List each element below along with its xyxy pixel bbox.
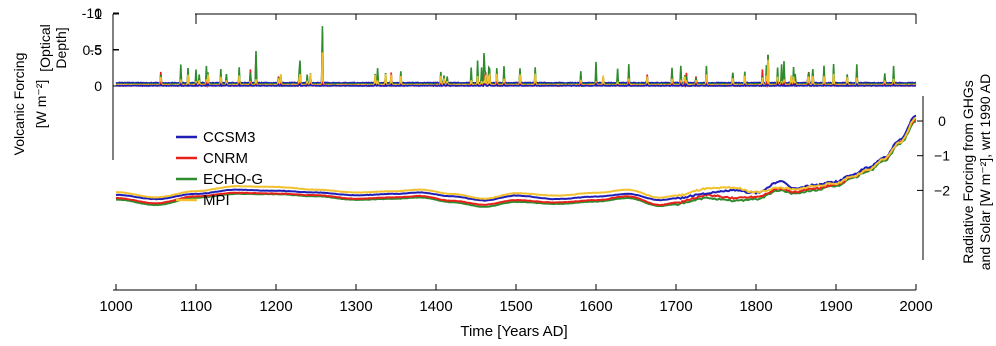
- x-tick-label: 2000: [899, 298, 932, 315]
- right-tick-label: 0: [938, 113, 946, 129]
- x-tick-label: 1300: [339, 298, 372, 315]
- forcing-line-mpi: [116, 116, 917, 200]
- x-tick-label: 1400: [419, 298, 452, 315]
- top-ylabel-line2: Depth]: [53, 27, 69, 68]
- left-tick-label: 0: [94, 78, 102, 94]
- x-tick-label: 1900: [819, 298, 852, 315]
- x-axis-label: Time [Years AD]: [460, 323, 567, 340]
- right-axis-ticks: 0 −1 −2: [917, 113, 950, 198]
- x-tick-label: 1200: [259, 298, 292, 315]
- forcing-line-ccsm3: [115, 114, 917, 202]
- ghg-solar-series: [115, 114, 917, 208]
- legend-label-cnrm: CNRM: [203, 150, 248, 167]
- top-axis-ticks: [195, 14, 917, 24]
- left-tick-label: -10: [82, 5, 102, 21]
- legend: CCSM3 CNRM ECHO-G MPI: [176, 129, 263, 209]
- x-tick-label: 1000: [99, 298, 132, 315]
- left-tick-label: 1: [94, 6, 102, 22]
- right-ylabel-line1: Radiative Forcing from GHGs: [960, 80, 976, 264]
- volcanic-forcing-line-ccsm3: [115, 82, 917, 88]
- volcanic-forcing-line-echo-g: [115, 26, 917, 87]
- legend-label-echo-g: ECHO-G: [203, 171, 263, 188]
- x-tick-label: 1800: [739, 298, 772, 315]
- legend-label-ccsm3: CCSM3: [203, 129, 256, 146]
- right-ylabel-line2: and Solar [W m⁻²], wrt 1990 AD: [977, 74, 993, 270]
- volcanic-forcing-series: [115, 26, 917, 89]
- left-axis-ticks: 1 0.5 0 -5 -10: [82, 5, 119, 94]
- left-tick-label: -5: [90, 42, 103, 58]
- top-ylabel-line1: [Optical: [37, 24, 53, 71]
- x-tick-label: 1600: [579, 298, 612, 315]
- left-ylabel-line2: [W m⁻²]: [33, 80, 49, 129]
- left-tick-label: 0.5: [83, 42, 103, 58]
- right-tick-label: −1: [934, 148, 950, 164]
- left-ylabel-line1: Volcanic Forcing: [11, 53, 27, 156]
- x-tick-label: 1100: [180, 298, 212, 315]
- x-tick-label: 1700: [659, 298, 692, 315]
- legend-label-mpi: MPI: [203, 192, 230, 209]
- x-axis-ticks: 1000 1100 1200 1300 1400 1500 1600 1700 1800 1900…: [99, 284, 933, 315]
- right-tick-label: −2: [934, 182, 950, 198]
- x-tick-label: 1500: [499, 298, 532, 315]
